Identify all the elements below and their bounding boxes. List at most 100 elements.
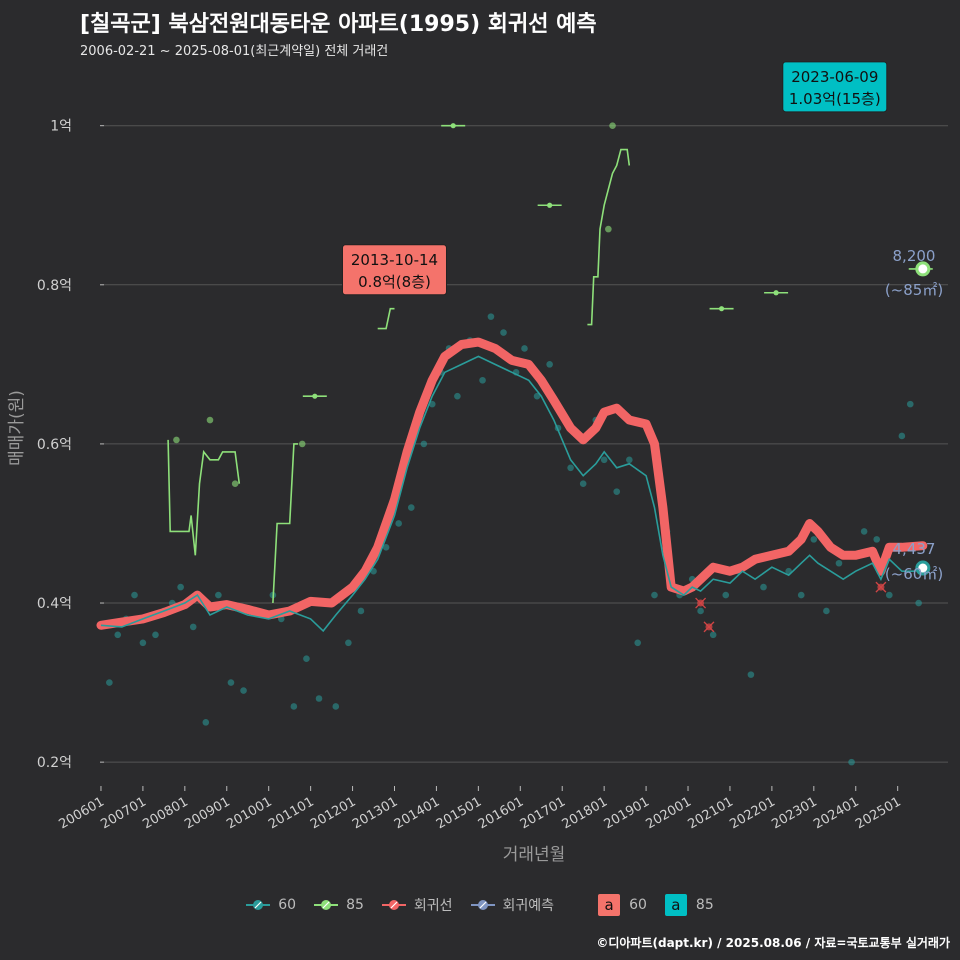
scatter-point-60	[407, 504, 415, 511]
series-line-85	[377, 307, 395, 330]
x-tick-label: 202001	[644, 794, 694, 832]
series-tick-point-85	[312, 393, 318, 399]
x-tick-label: 201601	[476, 794, 526, 832]
series-line-85	[167, 439, 241, 556]
x-tick-label: 201901	[602, 794, 652, 832]
legend-box-85: a 85	[664, 894, 714, 916]
scatter-point-85	[206, 416, 214, 424]
legend-item-regression: 회귀선	[381, 895, 453, 915]
chart-title: [칠곡군] 북삼전원대동타운 아파트(1995) 회귀선 예측	[80, 12, 597, 37]
scatter-point-60	[500, 329, 507, 336]
end-label-area: (~60㎡)	[885, 565, 943, 583]
series-line-85	[587, 148, 631, 326]
annotation-value: 0.8억(8층)	[358, 273, 431, 291]
x-tick-label: 200701	[98, 794, 148, 832]
scatter-point-60	[835, 559, 843, 567]
scatter-point-60	[131, 591, 138, 599]
end-label-price: 8,200	[893, 247, 936, 265]
chart-subtitle: 2006-02-21 ~ 2025-08-01(최근계약일) 전체 거래건	[80, 44, 389, 59]
scatter-point-60	[634, 639, 642, 647]
series-tick-point-85	[450, 123, 456, 129]
scatter-point-60	[600, 456, 608, 464]
x-tick-label: 200801	[140, 794, 190, 832]
scatter-point-60	[823, 607, 830, 615]
source-credit: ©디아파트(dapt.kr) / 2025.08.06 / 자료=국토교통부 실…	[596, 936, 950, 950]
legend-box-85-label: 85	[695, 897, 714, 913]
scatter-point-60	[227, 679, 235, 686]
y-tick-label: 0.4억	[37, 596, 72, 612]
end-label-price: 4,437	[893, 540, 936, 558]
scatter-point-60	[810, 536, 818, 543]
scatter-point-60	[848, 758, 855, 766]
annotation-box	[782, 61, 888, 113]
scatter-point-85	[605, 225, 612, 233]
scatter-point-60	[345, 639, 352, 647]
scatter-point-85	[609, 122, 616, 129]
x-tick-label: 201101	[266, 794, 316, 832]
scatter-point-60	[709, 631, 717, 639]
legend-item-60: 60	[246, 897, 296, 913]
scatter-point-60	[420, 440, 428, 448]
y-tick-label: 0.8억	[37, 278, 72, 294]
scatter-point-60	[114, 631, 122, 639]
scatter-point-60	[303, 655, 310, 663]
scatter-point-85	[298, 440, 306, 448]
annotation-date: 2013-10-14	[351, 251, 438, 269]
x-tick-label: 201001	[224, 794, 274, 832]
legend-label-regression: 회귀선	[413, 898, 453, 914]
end-label-area: (~85㎡)	[885, 281, 943, 299]
series-tick-point-85	[547, 202, 553, 208]
legend-box-60-label: 60	[629, 897, 647, 913]
series-tick-point-85	[718, 306, 725, 312]
x-tick-label: 200901	[182, 794, 232, 832]
scatter-point-60	[152, 631, 159, 639]
end-point-marker	[915, 261, 931, 277]
scatter-point-60	[906, 400, 914, 408]
scatter-point-60	[189, 623, 197, 631]
scatter-point-60	[454, 392, 461, 400]
legend-box-60: a 60	[598, 894, 647, 916]
x-tick-label: 202401	[811, 794, 861, 832]
x-tick-label: 202301	[769, 794, 819, 832]
x-tick-label: 202101	[685, 794, 735, 832]
scatter-point-60	[487, 313, 495, 320]
scatter-point-60	[860, 528, 868, 535]
scatter-point-60	[202, 719, 210, 726]
annotation-value: 1.03억(15층)	[789, 90, 881, 108]
x-tick-label: 200601	[56, 794, 106, 832]
scatter-point-60	[613, 488, 621, 495]
scatter-point-60	[315, 695, 323, 702]
x-tick-label: 202201	[727, 794, 777, 832]
scatter-point-60	[290, 703, 298, 710]
scatter-point-60	[567, 464, 574, 472]
scatter-point-60	[521, 345, 528, 352]
legend-item-85: 85	[314, 897, 364, 913]
scatter-point-60	[885, 591, 893, 599]
scatter-point-60	[240, 687, 247, 694]
legend: 60 85 회귀선 회귀예측 a 60 a 85	[0, 894, 960, 916]
y-tick-label: 1억	[50, 119, 72, 135]
scatter-point-60	[626, 456, 633, 464]
x-axis-title: 거래년월	[503, 845, 566, 865]
scatter-point-60	[177, 583, 184, 591]
annotation-box	[341, 244, 447, 296]
cancelled-trade-cross	[703, 621, 715, 633]
annotation-date: 2023-06-09	[791, 68, 878, 86]
scatter-point-60	[479, 376, 486, 384]
x-tick-label: 201401	[392, 794, 442, 832]
series-line-85	[272, 443, 298, 604]
regression-line	[96, 337, 928, 630]
scatter-point-60	[382, 544, 390, 551]
scatter-point-60	[546, 361, 553, 368]
legend-box-85-swatch: a	[664, 894, 687, 916]
y-tick-label: 0.2억	[37, 755, 72, 771]
scatter-point-60	[697, 607, 704, 615]
x-tick-label: 201201	[308, 794, 358, 832]
series-tick-point-85	[773, 290, 779, 296]
cancelled-trade-cross	[875, 581, 887, 593]
y-tick-label: 0.6억	[37, 437, 72, 453]
scatter-point-60	[915, 599, 922, 607]
scatter-point-60	[873, 536, 881, 543]
scatter-point-60	[395, 520, 402, 527]
x-tick-label: 201701	[518, 794, 568, 832]
